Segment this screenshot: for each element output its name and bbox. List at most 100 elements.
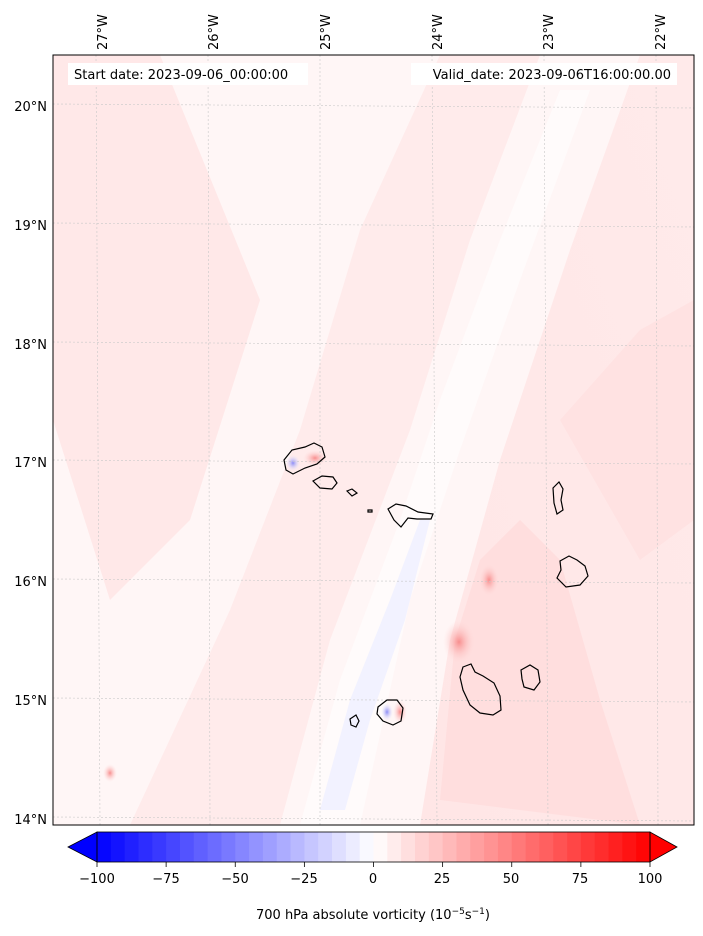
latitude-label: 18°N — [14, 338, 47, 353]
header: Start date: 2023-09-06_00:00:00 Valid_da… — [68, 63, 677, 85]
latitude-label: 14°N — [14, 813, 47, 828]
colorbar-swatch — [359, 832, 374, 862]
colorbar-tick-label: 0 — [369, 872, 377, 887]
vorticity-maximum — [393, 700, 407, 724]
vorticity-minimum — [381, 703, 393, 721]
island-maio — [520, 664, 541, 691]
vorticity-maximum — [443, 620, 475, 664]
colorbar-swatches — [97, 832, 651, 862]
colorbar-swatch — [511, 832, 526, 862]
colorbar-tick-label: 75 — [572, 872, 589, 887]
colorbar-swatch — [138, 832, 153, 862]
meridian-line — [543, 55, 549, 825]
colorbar-swatch — [539, 832, 554, 862]
colorbar-swatch — [193, 832, 208, 862]
island-santo-antao — [283, 442, 326, 475]
colorbar-swatch — [332, 832, 347, 862]
colorbar-ticks — [96, 862, 651, 867]
colorbar-tick-label: −75 — [152, 872, 179, 887]
meridian-line — [655, 55, 659, 825]
parallel-line — [53, 459, 694, 465]
colorbar-swatch — [636, 832, 651, 862]
colorbar-swatch — [110, 832, 126, 862]
latitude-label: 19°N — [14, 219, 47, 234]
colorbar-swatch — [152, 832, 167, 862]
colorbar: −100 −75 −50 −25 0 25 50 75 100 700 hPa … — [67, 831, 678, 923]
latitude-label: 17°N — [14, 456, 47, 471]
longitude-label: 24°W — [431, 14, 446, 50]
colorbar-tick-label: 50 — [503, 872, 520, 887]
vorticity-minimum — [286, 455, 300, 471]
longitude-label: 25°W — [319, 14, 334, 50]
colorbar-tick-label: −100 — [79, 872, 115, 887]
latitude-label: 15°N — [14, 694, 47, 709]
colorbar-swatch — [124, 832, 139, 862]
colorbar-swatch — [428, 832, 444, 862]
parallel-line — [53, 697, 694, 703]
colorbar-swatch — [235, 832, 250, 862]
colorbar-tick-label: 100 — [638, 872, 663, 887]
latitude-label: 16°N — [14, 575, 47, 590]
latitude-labels: 20°N 19°N 18°N 17°N 16°N 15°N 14°N — [14, 100, 47, 828]
colorbar-swatch — [290, 832, 305, 862]
colorbar-tick-label: −25 — [290, 872, 317, 887]
colorbar-swatch — [179, 832, 195, 862]
colorbar-swatch — [442, 832, 457, 862]
colorbar-label: 700 hPa absolute vorticity (10−5s−1) — [256, 907, 490, 923]
longitude-labels: 27°W 26°W 25°W 24°W 23°W 22°W — [96, 14, 669, 50]
meridian-line — [207, 55, 211, 825]
island-sao-vicente — [312, 475, 338, 490]
colorbar-swatch — [373, 832, 388, 862]
vorticity-field — [53, 55, 694, 825]
colorbar-swatch — [276, 832, 291, 862]
island-fogo — [376, 699, 404, 726]
colorbar-swatch — [97, 832, 112, 862]
negative-vorticity-streak — [320, 520, 430, 810]
island-branco — [367, 509, 373, 513]
colorbar-tick-labels: −100 −75 −50 −25 0 25 50 75 100 — [79, 872, 662, 887]
longitude-label: 23°W — [542, 14, 557, 50]
parallel-line — [53, 103, 694, 109]
colorbar-swatch — [207, 832, 222, 862]
colorbar-swatch — [594, 832, 609, 862]
colorbar-swatch — [622, 832, 637, 862]
colorbar-swatch — [484, 832, 499, 862]
longitude-label: 22°W — [654, 14, 669, 50]
colorbar-swatch — [497, 832, 513, 862]
start-date-box — [68, 63, 308, 85]
colorbar-swatch — [221, 832, 236, 862]
colorbar-extend-max — [649, 831, 678, 863]
parallel-line — [53, 816, 694, 822]
vorticity-band — [440, 520, 640, 825]
valid-date-box — [411, 63, 677, 85]
colorbar-swatch — [262, 832, 278, 862]
colorbar-tick-label: 25 — [434, 872, 451, 887]
graticule — [53, 55, 694, 825]
vorticity-band — [300, 90, 590, 825]
island-boa-vista — [556, 555, 589, 588]
colorbar-swatch — [401, 832, 416, 862]
colorbar-swatch — [608, 832, 623, 862]
parallel-line — [53, 341, 694, 347]
vorticity-maximum — [103, 764, 117, 782]
map-frame — [52, 54, 695, 826]
colorbar-swatch — [387, 832, 402, 862]
island-brava — [349, 714, 360, 728]
colorbar-swatch — [345, 832, 361, 862]
island-santa-luzia — [345, 488, 359, 497]
vorticity-band — [560, 300, 694, 560]
coastlines — [283, 442, 589, 728]
longitude-label: 26°W — [207, 14, 222, 50]
colorbar-swatch — [166, 832, 181, 862]
colorbar-swatch — [580, 832, 596, 862]
colorbar-swatch — [318, 832, 333, 862]
colorbar-swatch — [470, 832, 485, 862]
vorticity-maximum — [479, 564, 499, 596]
vorticity-band — [130, 55, 540, 825]
meridian-line — [431, 55, 438, 825]
valid-date-label: Valid_date: 2023-09-06T16:00:00.00 — [433, 68, 671, 83]
start-date-label: Start date: 2023-09-06_00:00:00 — [74, 68, 288, 83]
colorbar-extend-min — [67, 831, 98, 863]
colorbar-tick-label: −50 — [221, 872, 248, 887]
